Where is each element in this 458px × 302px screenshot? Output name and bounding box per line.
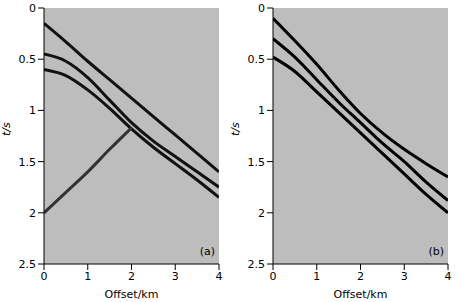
svg-text:3: 3 [401,270,408,283]
svg-text:2.5: 2.5 [19,258,37,271]
svg-text:0: 0 [41,270,48,283]
svg-text:0: 0 [270,270,277,283]
svg-text:4: 4 [445,270,452,283]
svg-text:0: 0 [29,2,36,15]
svg-text:2: 2 [357,270,364,283]
svg-text:2.5: 2.5 [248,258,266,271]
svg-text:1.5: 1.5 [19,156,37,169]
svg-text:Offset/km: Offset/km [334,288,388,301]
svg-text:Offset/km: Offset/km [105,288,159,301]
html-text:(a): (a) [199,245,215,258]
svg-text:2: 2 [29,207,36,220]
svg-text:0: 0 [258,2,265,15]
svg-text:t/s: t/s [229,122,242,136]
svg-text:0.5: 0.5 [248,53,266,66]
svg-text:1: 1 [313,270,320,283]
svg-text:2: 2 [128,270,135,283]
svg-text:2: 2 [258,207,265,220]
svg-text:4: 4 [216,270,223,283]
svg-text:0.5: 0.5 [19,53,37,66]
svg-text:3: 3 [172,270,179,283]
svg-text:t/s: t/s [0,122,13,136]
svg-text:1: 1 [29,104,36,117]
svg-text:1: 1 [258,104,265,117]
html-text:(b): (b) [428,245,444,258]
svg-text:1.5: 1.5 [248,156,266,169]
svg-text:1: 1 [84,270,91,283]
